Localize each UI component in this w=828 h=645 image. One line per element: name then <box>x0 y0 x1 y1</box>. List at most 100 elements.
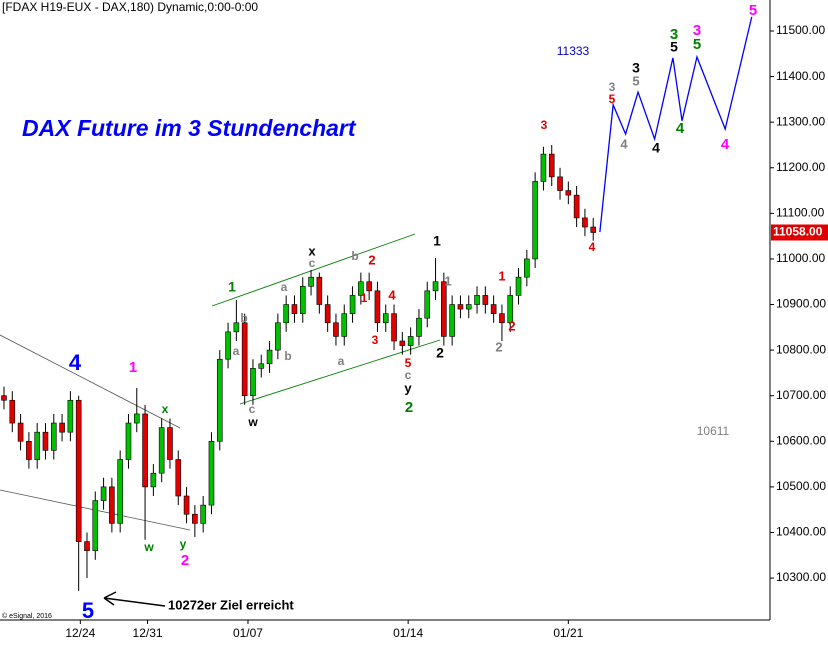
candle-body <box>432 281 439 292</box>
candle-body <box>200 504 206 524</box>
candle-body <box>424 290 431 319</box>
y-tick-label: 11400.00 <box>776 69 825 83</box>
x-tick-label: 12/24 <box>65 626 95 640</box>
wave-label: a <box>338 354 345 368</box>
candle-body <box>225 331 231 360</box>
candle-body <box>391 313 397 342</box>
wave-label: 5 <box>670 39 678 55</box>
candle-body <box>441 281 447 337</box>
wave-label: 11333 <box>557 44 590 58</box>
wave-label: x <box>162 402 169 416</box>
candle-body <box>59 422 65 433</box>
candle-body <box>490 304 497 314</box>
wave-label: 5 <box>405 356 412 370</box>
wave-label: 2 <box>368 252 375 267</box>
wave-label: c <box>249 402 256 416</box>
wave-label: 1 <box>444 273 451 288</box>
candle-body <box>133 413 140 424</box>
candle-body <box>158 427 165 474</box>
y-tick-label: 10400.00 <box>776 525 826 539</box>
candle-body <box>358 281 364 296</box>
wave-label: a <box>281 280 288 294</box>
wave-label: 1 <box>433 233 441 249</box>
copyright: © eSignal, 2016 <box>2 612 52 620</box>
wave-label: 4 <box>676 120 685 137</box>
candle-body <box>565 190 572 196</box>
candle-body <box>84 541 90 552</box>
y-tick-label: 11500.00 <box>776 23 825 37</box>
wave-label: 5 <box>749 2 757 19</box>
wave-label: 5 <box>82 598 94 623</box>
candle-body <box>266 349 273 365</box>
x-tick-label: 01/14 <box>393 626 423 640</box>
y-tick-label: 10500.00 <box>776 479 826 493</box>
x-tick-label: 12/31 <box>133 626 163 640</box>
wave-label: 2 <box>405 399 413 416</box>
arrow <box>103 591 166 607</box>
y-tick-label: 10300.00 <box>776 570 826 584</box>
candle-body <box>275 322 281 351</box>
candle-body <box>67 399 74 433</box>
wave-label: 2 <box>181 552 189 569</box>
last-price-label: 11058.00 <box>773 225 823 239</box>
wave-label: 3 <box>372 333 379 347</box>
candle-body <box>349 295 356 314</box>
wave-label: 1 <box>361 291 368 305</box>
candle-body <box>465 304 472 310</box>
candle-body <box>167 427 173 460</box>
candle-body <box>34 431 40 460</box>
candle-body <box>399 340 406 346</box>
candle-body <box>416 317 422 337</box>
chart-title: DAX Future im 3 Stundenchart <box>22 115 357 141</box>
candle-body <box>540 153 547 182</box>
candle-body <box>9 399 16 424</box>
x-tick-label: 01/07 <box>233 626 263 640</box>
candle-body <box>92 500 99 552</box>
wave-label: 3 <box>632 60 640 76</box>
x-tick-label: 01/21 <box>553 626 583 640</box>
wave-label: 3 <box>693 22 701 39</box>
wave-label: 1 <box>498 268 505 283</box>
candle-body <box>582 217 588 228</box>
candle-body <box>26 440 32 460</box>
wave-label: 2 <box>495 339 502 354</box>
candle-body <box>532 181 538 260</box>
y-tick-label: 11100.00 <box>776 206 825 220</box>
wave-label: 5 <box>609 92 616 106</box>
last-price-box <box>771 224 828 241</box>
candle-body <box>382 313 389 324</box>
forecast-line <box>599 16 753 233</box>
wave-label: c <box>309 256 316 270</box>
wave-label: 2 <box>508 318 515 333</box>
y-tick-label: 11200.00 <box>776 160 825 174</box>
wave-label: 2 <box>436 345 444 361</box>
wave-label: 1 <box>228 279 236 295</box>
wave-label: w <box>247 415 258 429</box>
candle-body <box>482 295 489 305</box>
candle-body <box>117 459 123 524</box>
wave-label: 10611 <box>697 424 730 438</box>
candle-body <box>374 290 381 324</box>
candle-body <box>474 295 480 305</box>
wave-label: b <box>351 249 358 263</box>
wave-label: 3 <box>670 26 678 43</box>
wave-label: 4 <box>69 350 82 375</box>
candle-body <box>507 295 514 324</box>
wave-label: 4 <box>620 136 628 151</box>
candle-body <box>524 258 530 278</box>
wave-label: 5 <box>632 73 639 88</box>
candle-body <box>142 413 148 488</box>
wave-label: y <box>180 537 187 551</box>
candle-body <box>573 194 580 219</box>
candle-body <box>515 276 522 296</box>
candle-body <box>333 322 339 337</box>
candle-body <box>316 276 323 305</box>
candle-body <box>109 486 115 524</box>
candle-body <box>50 422 57 451</box>
candle-body <box>457 304 464 310</box>
candle-body <box>208 440 215 506</box>
wave-label: 1 <box>129 359 137 376</box>
wave-label: 5 <box>693 36 701 53</box>
wave-label: y <box>404 380 412 395</box>
